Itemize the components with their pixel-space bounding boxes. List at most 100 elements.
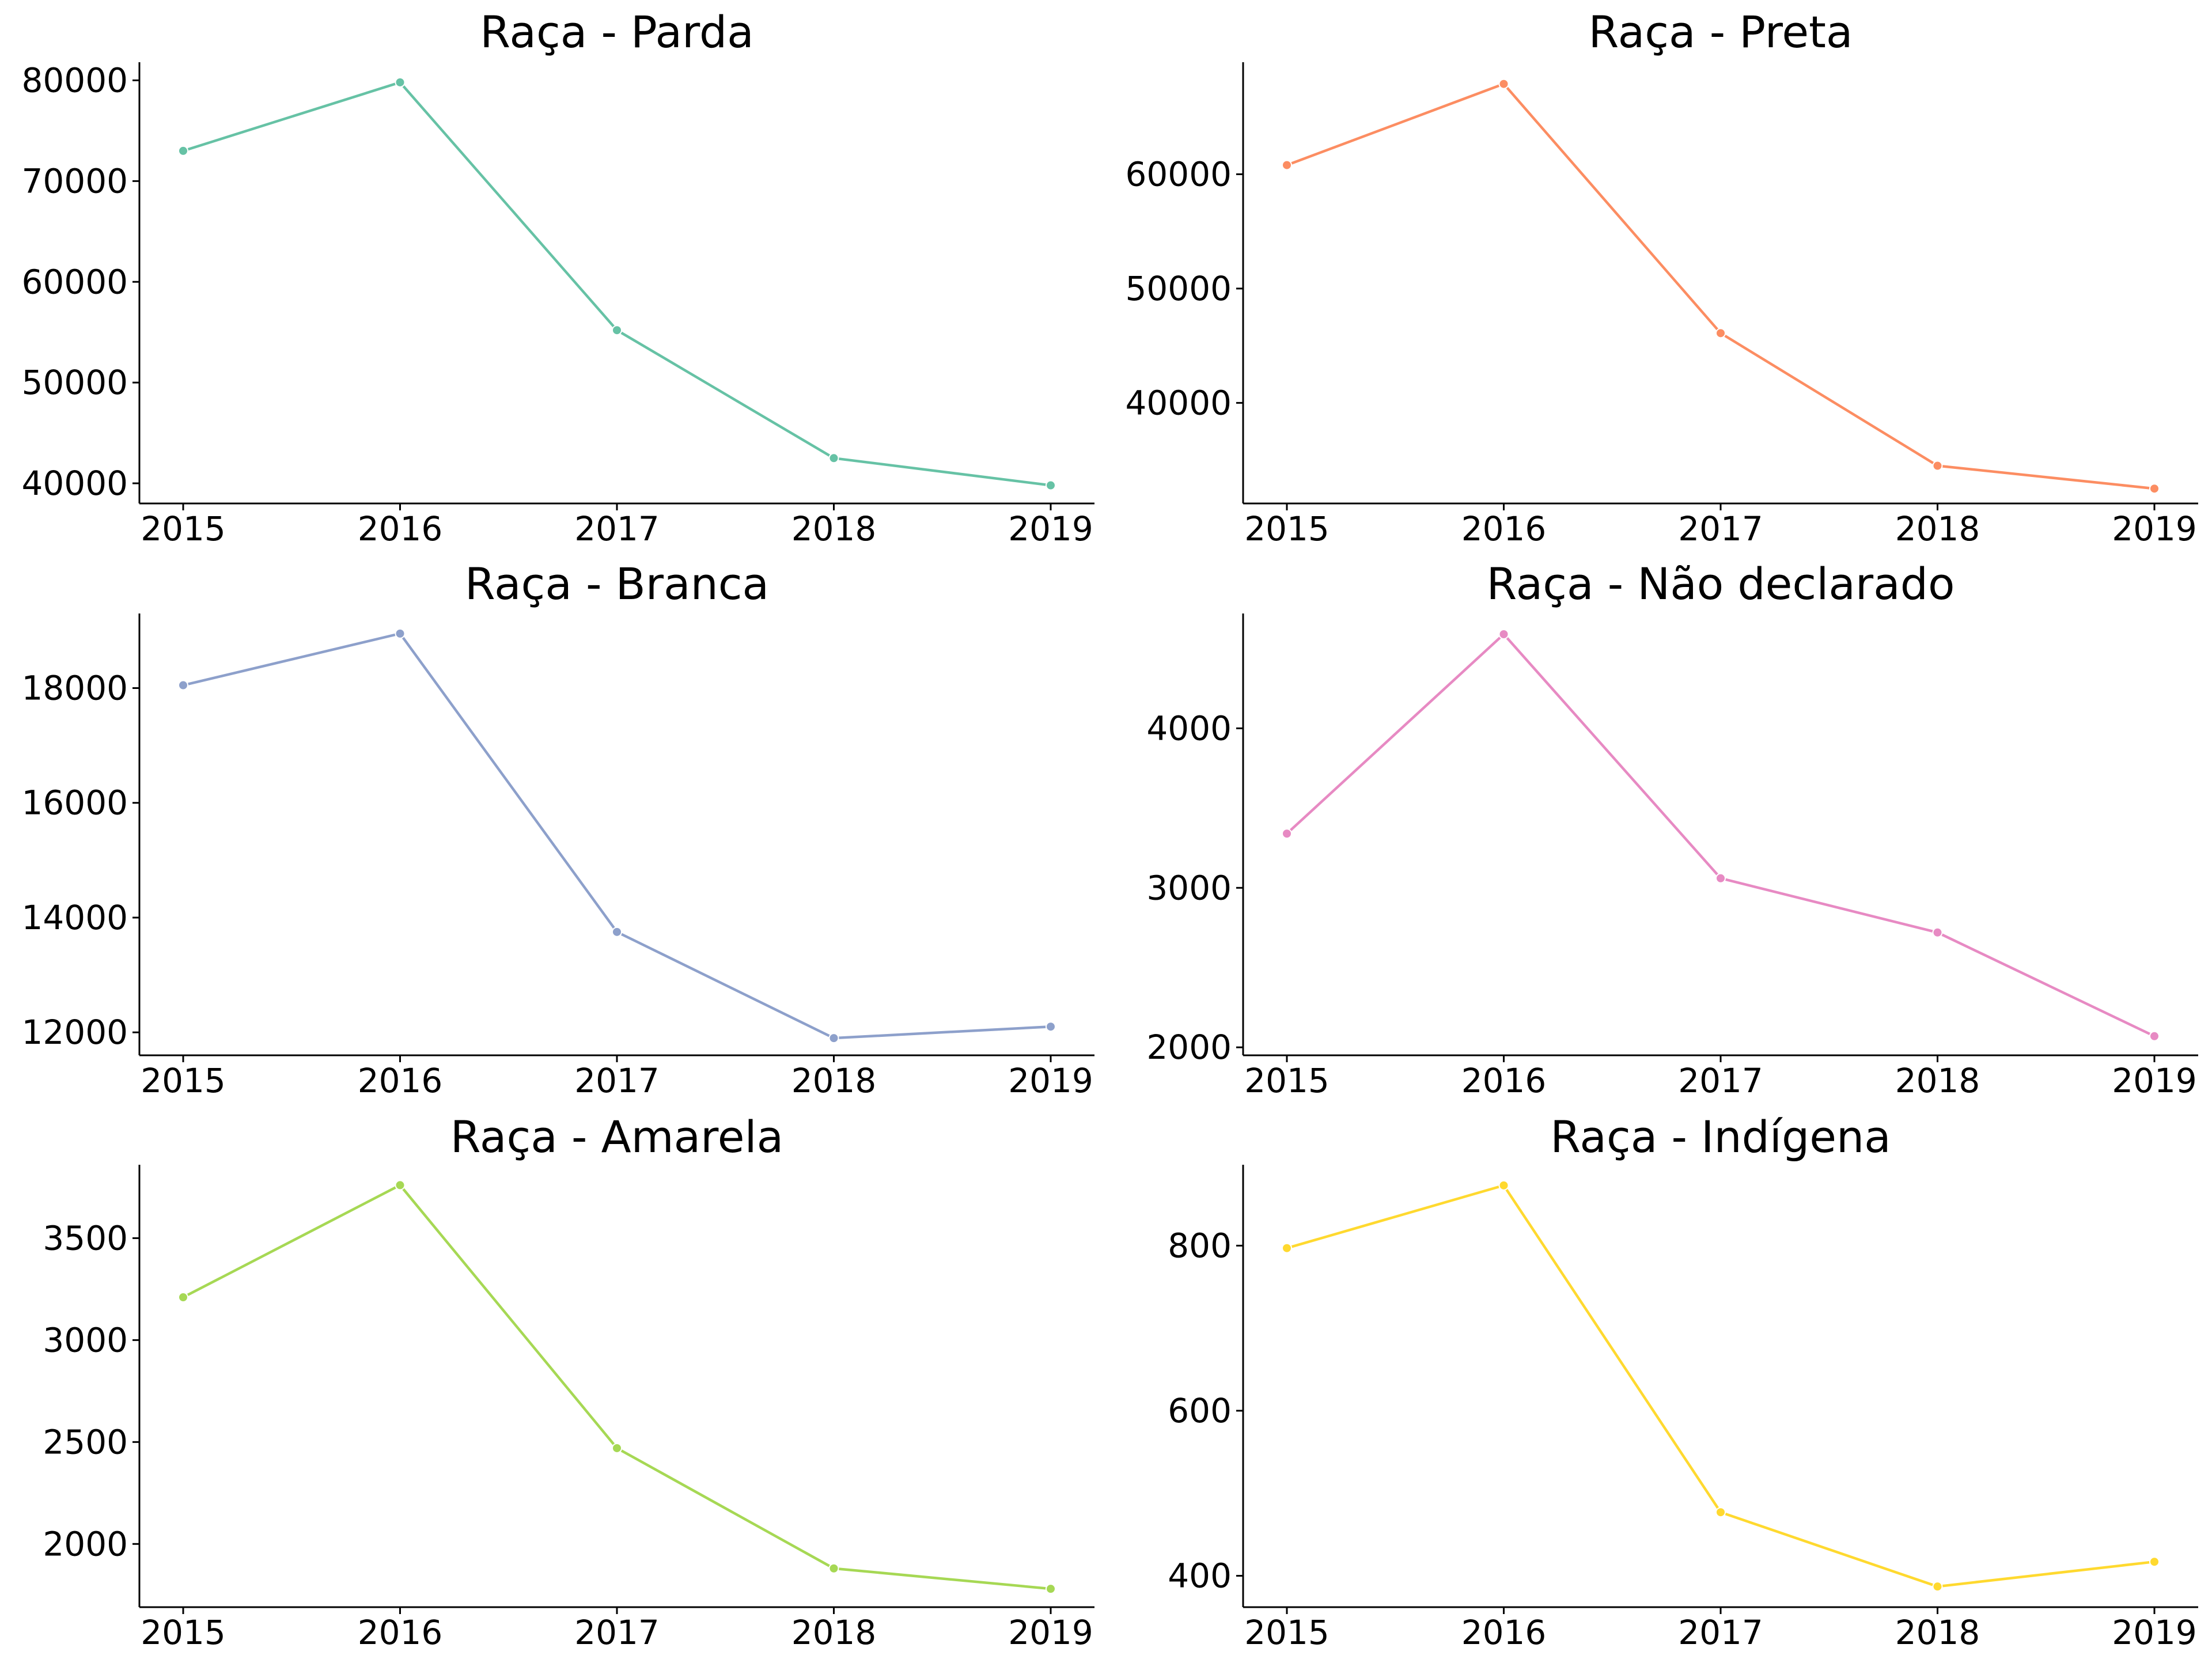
chart-panel: Raça - Indígena 400 600 800 2015 2016 2017 2018… [1168, 1111, 2198, 1652]
x-tick-label: 2019 [1008, 509, 1093, 548]
chart-panel: Raça - Preta 40000 50000 60000 2015 2016 2017 2… [1125, 6, 2198, 548]
data-point [1282, 160, 1292, 171]
data-point [1932, 1581, 1943, 1592]
y-tick-label: 3000 [43, 1320, 128, 1359]
chart-title: Raça - Parda [480, 6, 754, 58]
data-point [1715, 1507, 1726, 1518]
data-point [828, 1563, 839, 1574]
data-point [395, 1180, 406, 1191]
x-tick-label: 2016 [1461, 509, 1547, 548]
x-tick-label: 2019 [2112, 1613, 2197, 1652]
x-tick-label: 2016 [358, 1613, 443, 1652]
series-line [183, 81, 1051, 487]
data-point [1932, 460, 1943, 471]
series-line [183, 632, 1051, 1040]
y-tick-label: 50000 [21, 363, 128, 402]
series-line [1286, 82, 2155, 490]
x-tick-label: 2017 [574, 1061, 660, 1100]
series-line [1286, 1184, 2155, 1588]
data-point [2149, 1556, 2160, 1567]
chart-panel: Raça - Branca 12000 14000 16000 18000 2015 201… [21, 558, 1094, 1100]
x-tick-label: 2018 [1895, 1061, 1980, 1100]
x-tick-label: 2017 [1678, 1061, 1763, 1100]
data-point [1282, 1243, 1292, 1253]
data-point [1046, 480, 1056, 491]
data-point [828, 1033, 839, 1044]
data-point [1282, 828, 1292, 839]
y-tick-label: 70000 [21, 161, 128, 200]
x-tick-label: 2016 [358, 1061, 443, 1100]
x-tick-label: 2015 [1244, 1613, 1330, 1652]
x-tick-label: 2016 [1461, 1061, 1547, 1100]
x-tick-label: 2019 [2112, 1061, 2197, 1100]
x-tick-label: 2018 [791, 1061, 877, 1100]
series-line [1286, 632, 2155, 1037]
data-point [1715, 873, 1726, 884]
chart-title: Raça - Preta [1588, 6, 1853, 58]
data-point [395, 77, 406, 88]
x-tick-label: 2015 [1244, 509, 1330, 548]
y-tick-label: 60000 [21, 262, 128, 301]
x-tick-label: 2016 [358, 509, 443, 548]
y-tick-label: 18000 [21, 668, 128, 707]
y-tick-label: 400 [1168, 1556, 1232, 1596]
data-point [1932, 927, 1943, 938]
y-tick-label: 16000 [21, 783, 128, 823]
x-tick-label: 2018 [791, 1613, 877, 1652]
data-point [828, 453, 839, 464]
x-tick-label: 2017 [1678, 509, 1763, 548]
series-line [182, 1183, 1051, 1590]
x-tick-label: 2019 [1008, 1061, 1093, 1100]
data-point [1498, 628, 1509, 639]
y-tick-label: 14000 [21, 898, 128, 937]
data-point [178, 145, 188, 156]
chart-title: Raça - Branca [465, 558, 769, 609]
y-tick-label: 40000 [1125, 383, 1232, 422]
chart-title: Raça - Não declarado [1487, 558, 1955, 609]
y-tick-label: 3500 [43, 1218, 128, 1257]
x-tick-label: 2015 [141, 1613, 226, 1652]
data-point [1046, 1021, 1056, 1032]
x-tick-label: 2015 [141, 1061, 226, 1100]
data-point [2149, 483, 2160, 494]
data-point [612, 325, 622, 336]
y-tick-label: 40000 [21, 464, 128, 503]
chart-panel: Raça - Não declarado 2000 3000 4000 2015 2016… [1146, 558, 2198, 1100]
chart-panel: Raça - Amarela 2000 2500 3000 3500 2015 2016 20… [43, 1111, 1094, 1652]
y-tick-label: 2000 [1146, 1028, 1232, 1067]
y-tick-label: 80000 [21, 60, 128, 100]
data-point [1046, 1584, 1056, 1594]
chart-title: Raça - Amarela [450, 1111, 783, 1162]
data-point [395, 628, 406, 639]
y-tick-label: 600 [1168, 1391, 1232, 1430]
data-point [1715, 328, 1726, 339]
x-tick-label: 2018 [1895, 1613, 1980, 1652]
y-tick-label: 50000 [1125, 269, 1232, 308]
y-tick-label: 3000 [1146, 868, 1232, 907]
x-tick-label: 2016 [1461, 1613, 1547, 1652]
chart-title: Raça - Indígena [1550, 1111, 1891, 1162]
x-tick-label: 2019 [2112, 509, 2197, 548]
data-point [178, 1292, 188, 1303]
data-point [1498, 1180, 1509, 1191]
data-point [612, 1442, 622, 1453]
y-tick-label: 4000 [1146, 709, 1232, 748]
x-tick-label: 2017 [574, 509, 660, 548]
x-tick-label: 2015 [1244, 1061, 1330, 1100]
y-tick-label: 2500 [43, 1422, 128, 1461]
x-tick-label: 2018 [791, 509, 877, 548]
data-point [1498, 78, 1509, 89]
x-tick-label: 2017 [574, 1613, 660, 1652]
y-tick-label: 800 [1168, 1226, 1232, 1265]
x-tick-label: 2017 [1678, 1613, 1763, 1652]
chart-panel: Raça - Parda 40000 50000 60000 70000 80000 201… [21, 6, 1094, 548]
y-tick-label: 2000 [43, 1524, 128, 1563]
y-tick-label: 12000 [21, 1013, 128, 1052]
x-tick-label: 2018 [1895, 509, 1980, 548]
x-tick-label: 2015 [141, 509, 226, 548]
data-point [612, 926, 622, 937]
x-tick-label: 2019 [1008, 1613, 1093, 1652]
y-tick-label: 60000 [1125, 154, 1232, 194]
data-point [178, 680, 188, 691]
